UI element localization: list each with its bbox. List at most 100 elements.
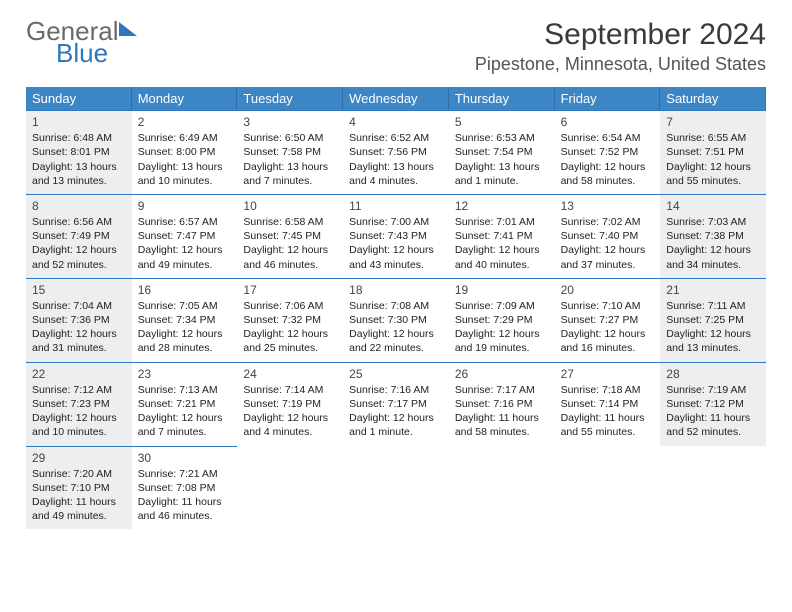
sunset-text: Sunset: 7:27 PM	[561, 313, 655, 327]
daylight-text: Daylight: 13 hours and 7 minutes.	[243, 160, 337, 188]
sunrise-text: Sunrise: 7:02 AM	[561, 215, 655, 229]
day-number: 3	[243, 114, 337, 130]
day-number: 23	[138, 366, 232, 382]
sunset-text: Sunset: 7:51 PM	[666, 145, 760, 159]
sunset-text: Sunset: 7:16 PM	[455, 397, 549, 411]
day-cell: 12Sunrise: 7:01 AMSunset: 7:41 PMDayligh…	[449, 194, 555, 278]
sunset-text: Sunset: 7:38 PM	[666, 229, 760, 243]
day-number: 5	[455, 114, 549, 130]
day-cell: 14Sunrise: 7:03 AMSunset: 7:38 PMDayligh…	[660, 194, 766, 278]
sunrise-text: Sunrise: 7:14 AM	[243, 383, 337, 397]
sunrise-text: Sunrise: 7:19 AM	[666, 383, 760, 397]
sunset-text: Sunset: 7:12 PM	[666, 397, 760, 411]
daylight-text: Daylight: 12 hours and 40 minutes.	[455, 243, 549, 271]
sunset-text: Sunset: 7:49 PM	[32, 229, 126, 243]
day-cell: 16Sunrise: 7:05 AMSunset: 7:34 PMDayligh…	[132, 278, 238, 362]
sunset-text: Sunset: 7:58 PM	[243, 145, 337, 159]
dow-header: Wednesday	[343, 87, 449, 110]
sunrise-text: Sunrise: 7:08 AM	[349, 299, 443, 313]
daylight-text: Daylight: 12 hours and 58 minutes.	[561, 160, 655, 188]
daylight-text: Daylight: 12 hours and 46 minutes.	[243, 243, 337, 271]
day-number: 4	[349, 114, 443, 130]
day-cell: 30Sunrise: 7:21 AMSunset: 7:08 PMDayligh…	[132, 446, 238, 530]
sunset-text: Sunset: 7:45 PM	[243, 229, 337, 243]
daylight-text: Daylight: 12 hours and 55 minutes.	[666, 160, 760, 188]
day-number: 20	[561, 282, 655, 298]
sunset-text: Sunset: 7:25 PM	[666, 313, 760, 327]
dow-header: Thursday	[449, 87, 555, 110]
title-block: September 2024 Pipestone, Minnesota, Uni…	[475, 18, 766, 75]
day-cell: 8Sunrise: 6:56 AMSunset: 7:49 PMDaylight…	[26, 194, 132, 278]
sunrise-text: Sunrise: 7:10 AM	[561, 299, 655, 313]
day-cell: 26Sunrise: 7:17 AMSunset: 7:16 PMDayligh…	[449, 362, 555, 446]
sunrise-text: Sunrise: 6:54 AM	[561, 131, 655, 145]
day-cell: 20Sunrise: 7:10 AMSunset: 7:27 PMDayligh…	[555, 278, 661, 362]
daylight-text: Daylight: 13 hours and 10 minutes.	[138, 160, 232, 188]
day-number: 8	[32, 198, 126, 214]
day-number: 10	[243, 198, 337, 214]
day-cell: 9Sunrise: 6:57 AMSunset: 7:47 PMDaylight…	[132, 194, 238, 278]
daylight-text: Daylight: 12 hours and 7 minutes.	[138, 411, 232, 439]
sunrise-text: Sunrise: 7:13 AM	[138, 383, 232, 397]
daylight-text: Daylight: 12 hours and 22 minutes.	[349, 327, 443, 355]
daylight-text: Daylight: 12 hours and 25 minutes.	[243, 327, 337, 355]
dow-header: Monday	[132, 87, 238, 110]
day-number: 29	[32, 450, 126, 466]
day-cell: 27Sunrise: 7:18 AMSunset: 7:14 PMDayligh…	[555, 362, 661, 446]
sunrise-text: Sunrise: 7:11 AM	[666, 299, 760, 313]
sunset-text: Sunset: 7:43 PM	[349, 229, 443, 243]
day-number: 22	[32, 366, 126, 382]
day-number: 6	[561, 114, 655, 130]
daylight-text: Daylight: 12 hours and 34 minutes.	[666, 243, 760, 271]
sunrise-text: Sunrise: 7:00 AM	[349, 215, 443, 229]
day-number: 25	[349, 366, 443, 382]
day-number: 12	[455, 198, 549, 214]
sunrise-text: Sunrise: 6:58 AM	[243, 215, 337, 229]
dow-header: Sunday	[26, 87, 132, 110]
daylight-text: Daylight: 11 hours and 55 minutes.	[561, 411, 655, 439]
dow-header: Tuesday	[237, 87, 343, 110]
day-number: 30	[138, 450, 232, 466]
sunset-text: Sunset: 7:10 PM	[32, 481, 126, 495]
daylight-text: Daylight: 12 hours and 28 minutes.	[138, 327, 232, 355]
sunset-text: Sunset: 7:23 PM	[32, 397, 126, 411]
daylight-text: Daylight: 11 hours and 46 minutes.	[138, 495, 232, 523]
sunrise-text: Sunrise: 7:20 AM	[32, 467, 126, 481]
daylight-text: Daylight: 11 hours and 52 minutes.	[666, 411, 760, 439]
daylight-text: Daylight: 12 hours and 49 minutes.	[138, 243, 232, 271]
sunrise-text: Sunrise: 7:03 AM	[666, 215, 760, 229]
daylight-text: Daylight: 13 hours and 13 minutes.	[32, 160, 126, 188]
sunrise-text: Sunrise: 6:49 AM	[138, 131, 232, 145]
daylight-text: Daylight: 11 hours and 49 minutes.	[32, 495, 126, 523]
sunrise-text: Sunrise: 6:52 AM	[349, 131, 443, 145]
sunset-text: Sunset: 7:30 PM	[349, 313, 443, 327]
daylight-text: Daylight: 12 hours and 31 minutes.	[32, 327, 126, 355]
day-cell: 29Sunrise: 7:20 AMSunset: 7:10 PMDayligh…	[26, 446, 132, 530]
sunset-text: Sunset: 7:08 PM	[138, 481, 232, 495]
sunrise-text: Sunrise: 7:04 AM	[32, 299, 126, 313]
day-cell: 24Sunrise: 7:14 AMSunset: 7:19 PMDayligh…	[237, 362, 343, 446]
sunrise-text: Sunrise: 7:01 AM	[455, 215, 549, 229]
daylight-text: Daylight: 12 hours and 4 minutes.	[243, 411, 337, 439]
day-cell: 19Sunrise: 7:09 AMSunset: 7:29 PMDayligh…	[449, 278, 555, 362]
day-number: 28	[666, 366, 760, 382]
dow-header: Friday	[555, 87, 661, 110]
sunset-text: Sunset: 7:36 PM	[32, 313, 126, 327]
day-number: 7	[666, 114, 760, 130]
day-cell: 17Sunrise: 7:06 AMSunset: 7:32 PMDayligh…	[237, 278, 343, 362]
sunrise-text: Sunrise: 7:18 AM	[561, 383, 655, 397]
day-cell: 3Sunrise: 6:50 AMSunset: 7:58 PMDaylight…	[237, 110, 343, 194]
sunrise-text: Sunrise: 7:17 AM	[455, 383, 549, 397]
sunrise-text: Sunrise: 6:48 AM	[32, 131, 126, 145]
sunset-text: Sunset: 7:29 PM	[455, 313, 549, 327]
day-number: 19	[455, 282, 549, 298]
sunrise-text: Sunrise: 6:50 AM	[243, 131, 337, 145]
day-number: 11	[349, 198, 443, 214]
sunset-text: Sunset: 7:40 PM	[561, 229, 655, 243]
day-cell: 13Sunrise: 7:02 AMSunset: 7:40 PMDayligh…	[555, 194, 661, 278]
day-number: 14	[666, 198, 760, 214]
sunset-text: Sunset: 7:34 PM	[138, 313, 232, 327]
daylight-text: Daylight: 12 hours and 16 minutes.	[561, 327, 655, 355]
day-number: 26	[455, 366, 549, 382]
day-cell: 18Sunrise: 7:08 AMSunset: 7:30 PMDayligh…	[343, 278, 449, 362]
